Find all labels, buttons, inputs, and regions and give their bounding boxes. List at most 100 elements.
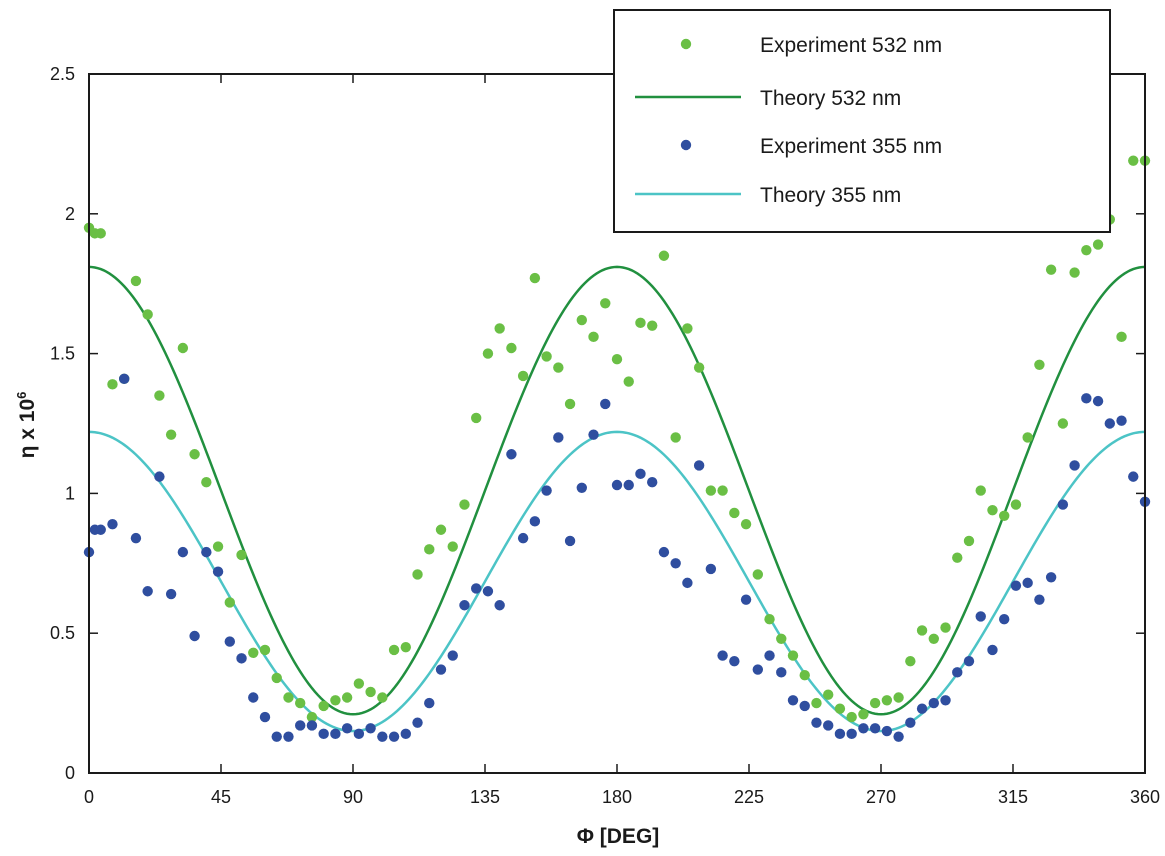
data-point xyxy=(811,717,822,728)
data-point xyxy=(236,549,247,561)
data-point xyxy=(142,309,153,320)
legend-label: Theory 532 nm xyxy=(760,87,901,110)
data-point xyxy=(377,692,388,703)
data-point xyxy=(494,600,505,611)
data-point xyxy=(353,728,365,740)
x-tick-label: 135 xyxy=(470,787,500,807)
data-point xyxy=(130,532,142,544)
data-point xyxy=(940,695,951,706)
data-point xyxy=(177,546,189,558)
data-point xyxy=(517,370,529,382)
data-point xyxy=(893,692,904,703)
data-point xyxy=(95,228,106,239)
data-point xyxy=(928,633,939,644)
data-point xyxy=(388,731,400,742)
data-point xyxy=(553,362,564,373)
data-point xyxy=(1116,415,1127,426)
x-tick-label: 90 xyxy=(343,787,363,807)
data-point xyxy=(119,373,130,384)
data-point xyxy=(482,586,494,597)
data-point xyxy=(729,655,740,667)
x-tick-label: 225 xyxy=(734,787,764,807)
data-point xyxy=(905,655,916,667)
data-point xyxy=(635,468,646,480)
data-point xyxy=(553,432,564,443)
data-point xyxy=(916,703,928,714)
data-point xyxy=(670,432,681,443)
data-point xyxy=(623,479,634,491)
data-point xyxy=(881,725,893,737)
data-point xyxy=(1022,577,1033,589)
x-tick-label: 0 xyxy=(84,787,94,807)
data-point xyxy=(1128,471,1139,482)
data-point xyxy=(424,697,435,709)
data-point xyxy=(764,650,775,661)
data-point xyxy=(248,692,259,703)
legend-label: Theory 355 nm xyxy=(760,184,901,207)
data-point xyxy=(365,686,376,698)
y-tick-label: 2 xyxy=(65,204,75,224)
data-point xyxy=(400,728,411,740)
y-tick-label: 1 xyxy=(65,483,75,503)
data-point xyxy=(881,695,893,706)
data-point xyxy=(588,331,599,343)
data-point xyxy=(365,723,376,734)
data-point xyxy=(635,317,646,329)
data-point xyxy=(834,703,846,714)
data-point xyxy=(905,717,916,728)
data-point xyxy=(1116,331,1127,343)
data-point xyxy=(154,471,165,482)
data-point xyxy=(541,351,552,362)
data-point xyxy=(647,320,658,331)
data-point xyxy=(471,583,482,594)
data-point xyxy=(787,650,799,661)
data-point xyxy=(823,720,834,731)
data-point xyxy=(341,692,353,703)
data-point xyxy=(259,644,271,656)
data-point xyxy=(494,323,505,334)
data-point xyxy=(506,342,517,354)
data-point xyxy=(201,546,212,558)
legend-label: Experiment 355 nm xyxy=(760,135,942,158)
data-point xyxy=(412,717,423,728)
data-point xyxy=(811,697,822,709)
data-point xyxy=(212,566,224,577)
data-point xyxy=(177,342,189,354)
data-point xyxy=(670,558,681,569)
data-point xyxy=(658,546,670,558)
data-point xyxy=(611,479,623,491)
data-point xyxy=(1010,580,1022,591)
data-point xyxy=(1057,499,1069,510)
y-axis-title-main: η x 10 xyxy=(16,399,39,459)
data-point xyxy=(916,625,928,636)
y-axis-title-superscript: 6 xyxy=(14,392,29,399)
data-point xyxy=(682,577,693,589)
data-point xyxy=(799,669,810,681)
data-point xyxy=(330,695,341,706)
x-tick-label: 270 xyxy=(866,787,896,807)
data-point xyxy=(893,731,904,742)
data-point xyxy=(107,379,118,390)
y-axis-title: η x 106 xyxy=(14,392,39,459)
data-point xyxy=(705,485,717,496)
data-point xyxy=(952,667,963,678)
data-point xyxy=(823,689,834,700)
data-point xyxy=(224,636,235,647)
data-point xyxy=(987,644,998,656)
data-point xyxy=(435,664,447,675)
data-point xyxy=(271,731,282,742)
x-tick-label: 315 xyxy=(998,787,1028,807)
data-point xyxy=(834,728,846,740)
theory-line-1 xyxy=(88,265,1146,716)
data-point xyxy=(400,641,411,653)
data-point xyxy=(717,485,728,496)
data-point xyxy=(752,569,763,580)
data-point xyxy=(412,569,423,580)
data-point xyxy=(353,678,365,689)
data-point xyxy=(682,323,693,334)
data-point xyxy=(647,477,658,488)
y-tick-label: 2.5 xyxy=(50,64,75,84)
data-point xyxy=(295,720,306,731)
data-point xyxy=(142,586,153,597)
